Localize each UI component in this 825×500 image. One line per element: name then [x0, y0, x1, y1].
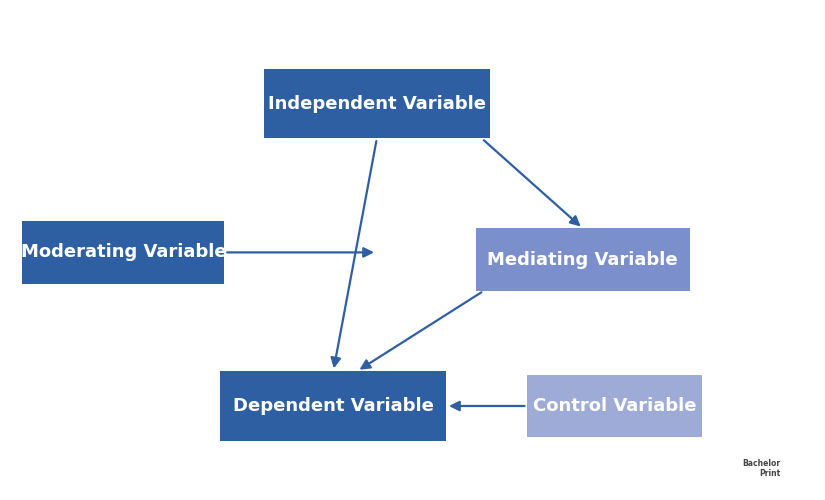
FancyBboxPatch shape	[22, 221, 224, 284]
Text: Moderating Variable: Moderating Variable	[21, 244, 226, 262]
Text: Bachelor
Print: Bachelor Print	[742, 458, 780, 478]
FancyBboxPatch shape	[527, 375, 701, 437]
FancyBboxPatch shape	[264, 69, 490, 138]
FancyBboxPatch shape	[220, 371, 446, 441]
Text: Mediating Variable: Mediating Variable	[488, 250, 678, 268]
Text: Independent Variable: Independent Variable	[268, 94, 486, 112]
Text: Dependent Variable: Dependent Variable	[233, 397, 434, 415]
Text: Control Variable: Control Variable	[533, 397, 696, 415]
FancyBboxPatch shape	[476, 228, 690, 291]
